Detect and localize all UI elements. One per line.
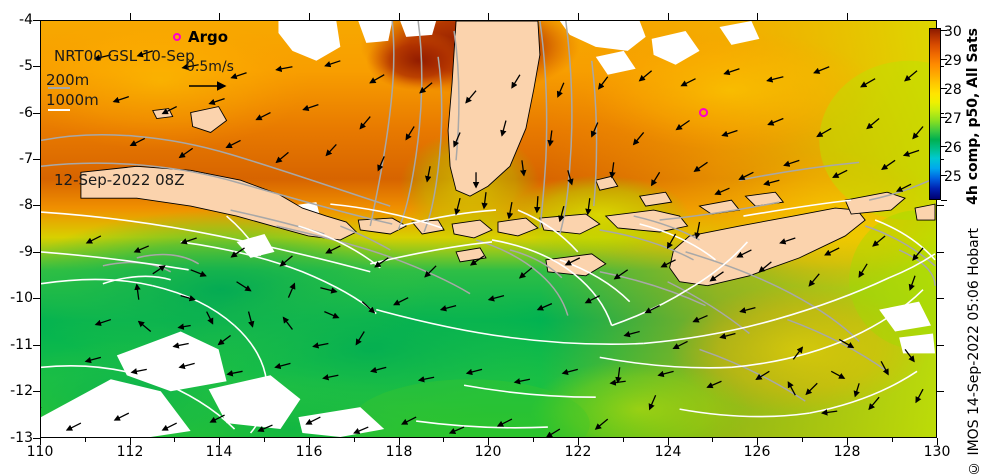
- y-tick-label: -12: [10, 383, 33, 399]
- colorbar-tick: [941, 146, 947, 147]
- y-tick-label: -4: [19, 12, 33, 28]
- colorbar-tick-label: 25: [944, 169, 962, 185]
- sst-colorbar[interactable]: [929, 28, 941, 200]
- argo-float-markers[interactable]: [698, 107, 709, 118]
- contour-200m-swatch: [48, 87, 70, 89]
- colorbar-tick: [941, 175, 947, 176]
- y-tick-label: -8: [19, 197, 33, 213]
- colorbar-tick-label: 30: [944, 24, 962, 40]
- sst-field: [41, 21, 936, 437]
- x-tick-label: 122: [564, 444, 592, 460]
- current-vectors: [41, 50, 924, 437]
- colorbar-tick: [941, 59, 947, 60]
- x-tick-label: 114: [205, 444, 233, 460]
- contour-1000m-label: 1000m: [46, 91, 99, 109]
- colorbar-tick-label: 27: [944, 111, 962, 127]
- y-tick-label: -5: [19, 58, 33, 74]
- argo-marker-icon: [173, 33, 181, 41]
- colorbar-units-label: 4h comp, p50, All Sats: [965, 28, 981, 205]
- colorbar-tick: [941, 200, 947, 201]
- map-plot-area[interactable]: NRT00 GSL 10-Sep 200m 1000m 12-Sep-2022 …: [40, 20, 937, 438]
- y-tick-label: -13: [10, 430, 33, 446]
- vector-scale-arrow: [189, 81, 227, 91]
- x-tick-label: 130: [923, 444, 951, 460]
- valid-time-annotation: 12-Sep-2022 08Z: [54, 171, 185, 189]
- argo-legend-label: Argo: [188, 28, 229, 46]
- x-tick-label: 110: [26, 444, 54, 460]
- x-tick-label: 126: [743, 444, 771, 460]
- contour-200m-label: 200m: [46, 71, 90, 89]
- y-tick-label: -7: [19, 151, 33, 167]
- figure-canvas: NRT00 GSL 10-Sep 200m 1000m 12-Sep-2022 …: [10, 12, 982, 476]
- y-tick-label: -11: [10, 337, 33, 353]
- x-tick-label: 118: [385, 444, 413, 460]
- cloud-gap-mask: [41, 21, 936, 437]
- argo-legend: Argo: [173, 28, 228, 46]
- x-tick-label: 120: [474, 444, 502, 460]
- y-tick-label: -10: [10, 290, 33, 306]
- credit-label: © IMOS 14-Sep-2022 05:06 Hobart: [966, 228, 982, 476]
- vector-scale-label: 0.5m/s: [186, 59, 234, 75]
- y-tick-label: -9: [19, 244, 33, 260]
- model-title-annotation: NRT00 GSL 10-Sep: [54, 47, 195, 65]
- x-tick-label: 124: [654, 444, 682, 460]
- colorbar-tick-label: 28: [944, 82, 962, 98]
- colorbar-tick: [941, 88, 947, 89]
- colorbar-tick-label: 26: [944, 140, 962, 156]
- x-tick-label: 112: [116, 444, 144, 460]
- y-tick-label: -6: [19, 105, 33, 121]
- x-tick-label: 128: [833, 444, 861, 460]
- colorbar-tick: [941, 117, 947, 118]
- contour-1000m-swatch: [48, 109, 70, 111]
- x-tick-label: 116: [295, 444, 323, 460]
- colorbar-tick-label: 29: [944, 53, 962, 69]
- colorbar-tick: [941, 30, 947, 31]
